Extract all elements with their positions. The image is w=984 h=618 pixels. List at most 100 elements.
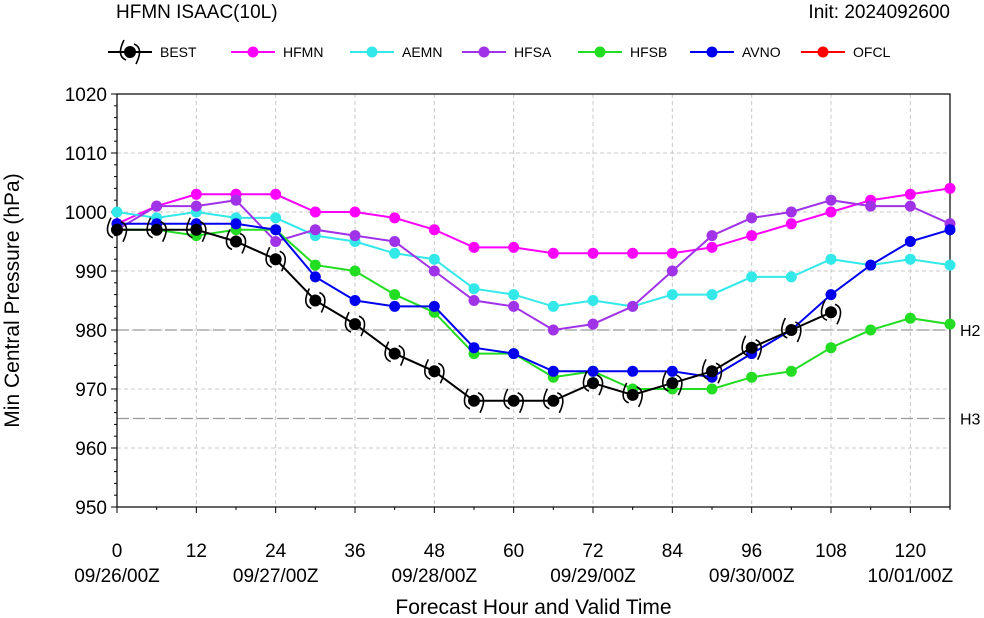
x-tick-label: 72	[582, 541, 603, 562]
data-point-best-arm	[543, 388, 550, 410]
y-tick-label: 960	[75, 439, 107, 460]
y-tick-label: 950	[75, 498, 107, 519]
data-point-best-arm	[503, 388, 511, 410]
data-point-best	[230, 235, 242, 248]
data-point-best-arm	[781, 317, 788, 339]
data-point-aemn	[904, 253, 916, 265]
x-valid-time-label: 10/01/00Z	[868, 566, 954, 587]
x-valid-time-label: 09/29/00Z	[550, 566, 636, 587]
data-point-best-arm	[834, 303, 842, 325]
data-point-hfsb	[389, 289, 401, 301]
data-point-hfsa	[468, 295, 480, 306]
data-point-best-arm	[556, 392, 564, 414]
legend-item-hfmn: HFMN	[231, 44, 323, 60]
x-tick-label: 120	[894, 541, 926, 562]
data-point-best-arm	[715, 362, 723, 384]
legend-label-aemn: AEMN	[402, 44, 442, 60]
data-point-aemn	[825, 253, 837, 265]
chart-title: HFMN ISAAC(10L)	[116, 2, 278, 23]
x-tick-label: 24	[265, 541, 287, 562]
data-point-hfmn	[547, 247, 559, 259]
legend-marker-aemn	[366, 46, 378, 58]
data-point-avno	[944, 224, 956, 236]
data-point-best-arm	[622, 382, 630, 404]
legend-item-aemn: AEMN	[350, 44, 442, 60]
x-valid-time-label: 09/30/00Z	[709, 566, 795, 587]
data-point-hfsa	[151, 200, 163, 212]
data-point-hfmn	[746, 230, 758, 242]
data-point-hfsa	[428, 265, 440, 277]
data-point-avno	[349, 295, 361, 306]
data-point-best-arm	[424, 358, 431, 381]
data-point-aemn	[111, 206, 123, 218]
data-point-hfsa	[349, 230, 361, 242]
data-point-aemn	[785, 271, 797, 283]
data-point-hfsb	[865, 324, 877, 336]
data-point-best-arm	[596, 374, 604, 396]
data-point-avno	[428, 300, 440, 312]
data-point-best-arm	[358, 315, 366, 337]
data-point-avno	[825, 289, 837, 301]
data-point-best	[666, 377, 679, 390]
data-point-best	[468, 394, 480, 407]
data-point-hfmn	[270, 188, 282, 200]
data-point-hfmn	[508, 241, 520, 253]
data-point-hfmn	[944, 182, 956, 194]
data-point-best-arm	[741, 335, 749, 357]
x-tick-label: 96	[741, 541, 762, 562]
data-point-best	[269, 253, 282, 266]
data-point-hfsb	[349, 265, 361, 277]
data-point-best	[190, 223, 203, 236]
data-point-avno	[587, 365, 599, 377]
legend-label-hfsb: HFSB	[630, 44, 667, 60]
series-line-hfsb	[117, 228, 951, 390]
data-point-avno	[468, 342, 480, 354]
reference-label-h3: H3	[960, 412, 981, 429]
data-point-aemn	[547, 300, 559, 312]
legend-label-avno: AVNO	[742, 44, 781, 60]
legend-item-hfsb: HFSB	[578, 44, 667, 60]
series-line-avno	[117, 222, 951, 379]
data-point-best	[428, 365, 441, 378]
data-point-best-arm	[186, 217, 193, 239]
data-point-best	[507, 394, 520, 407]
data-point-best-arm	[437, 362, 445, 384]
data-point-best	[309, 294, 322, 307]
data-point-best	[825, 306, 837, 319]
data-point-best	[111, 223, 123, 236]
data-point-hfsa	[785, 206, 797, 218]
data-point-best-arm	[675, 374, 683, 396]
data-point-best	[587, 377, 599, 390]
y-tick-label: 1010	[65, 144, 107, 165]
data-point-hfsa	[309, 224, 321, 236]
data-point-best-arm	[239, 232, 247, 254]
data-point-aemn	[428, 253, 440, 265]
data-point-avno	[309, 271, 321, 283]
legend-marker-ofcl	[817, 46, 829, 58]
data-point-hfsa	[746, 212, 758, 224]
data-point-hfsa	[508, 300, 520, 312]
data-point-hfsb	[785, 365, 797, 377]
legend-label-ofcl: OFCL	[853, 44, 891, 60]
data-point-avno	[865, 259, 877, 271]
y-tick-label: 980	[75, 321, 107, 342]
data-point-best-arm	[755, 338, 762, 361]
data-point-avno	[666, 365, 678, 377]
legend-marker-avno	[706, 46, 718, 58]
init-time-label: Init: 2024092600	[808, 2, 950, 23]
data-point-aemn	[706, 289, 718, 301]
data-point-best-arm	[279, 250, 286, 272]
series-line-hfmn	[116, 187, 951, 255]
legend-label-hfmn: HFMN	[283, 44, 323, 60]
data-point-hfmn	[349, 206, 361, 218]
data-point-hfmn	[428, 224, 440, 236]
x-tick-label: 12	[186, 541, 207, 562]
data-point-hfmn	[389, 212, 401, 224]
data-point-hfsa	[190, 200, 202, 212]
x-tick-label: 0	[112, 541, 123, 562]
data-point-best-arm	[820, 299, 828, 322]
data-point-best	[706, 365, 718, 378]
data-point-aemn	[666, 289, 678, 301]
